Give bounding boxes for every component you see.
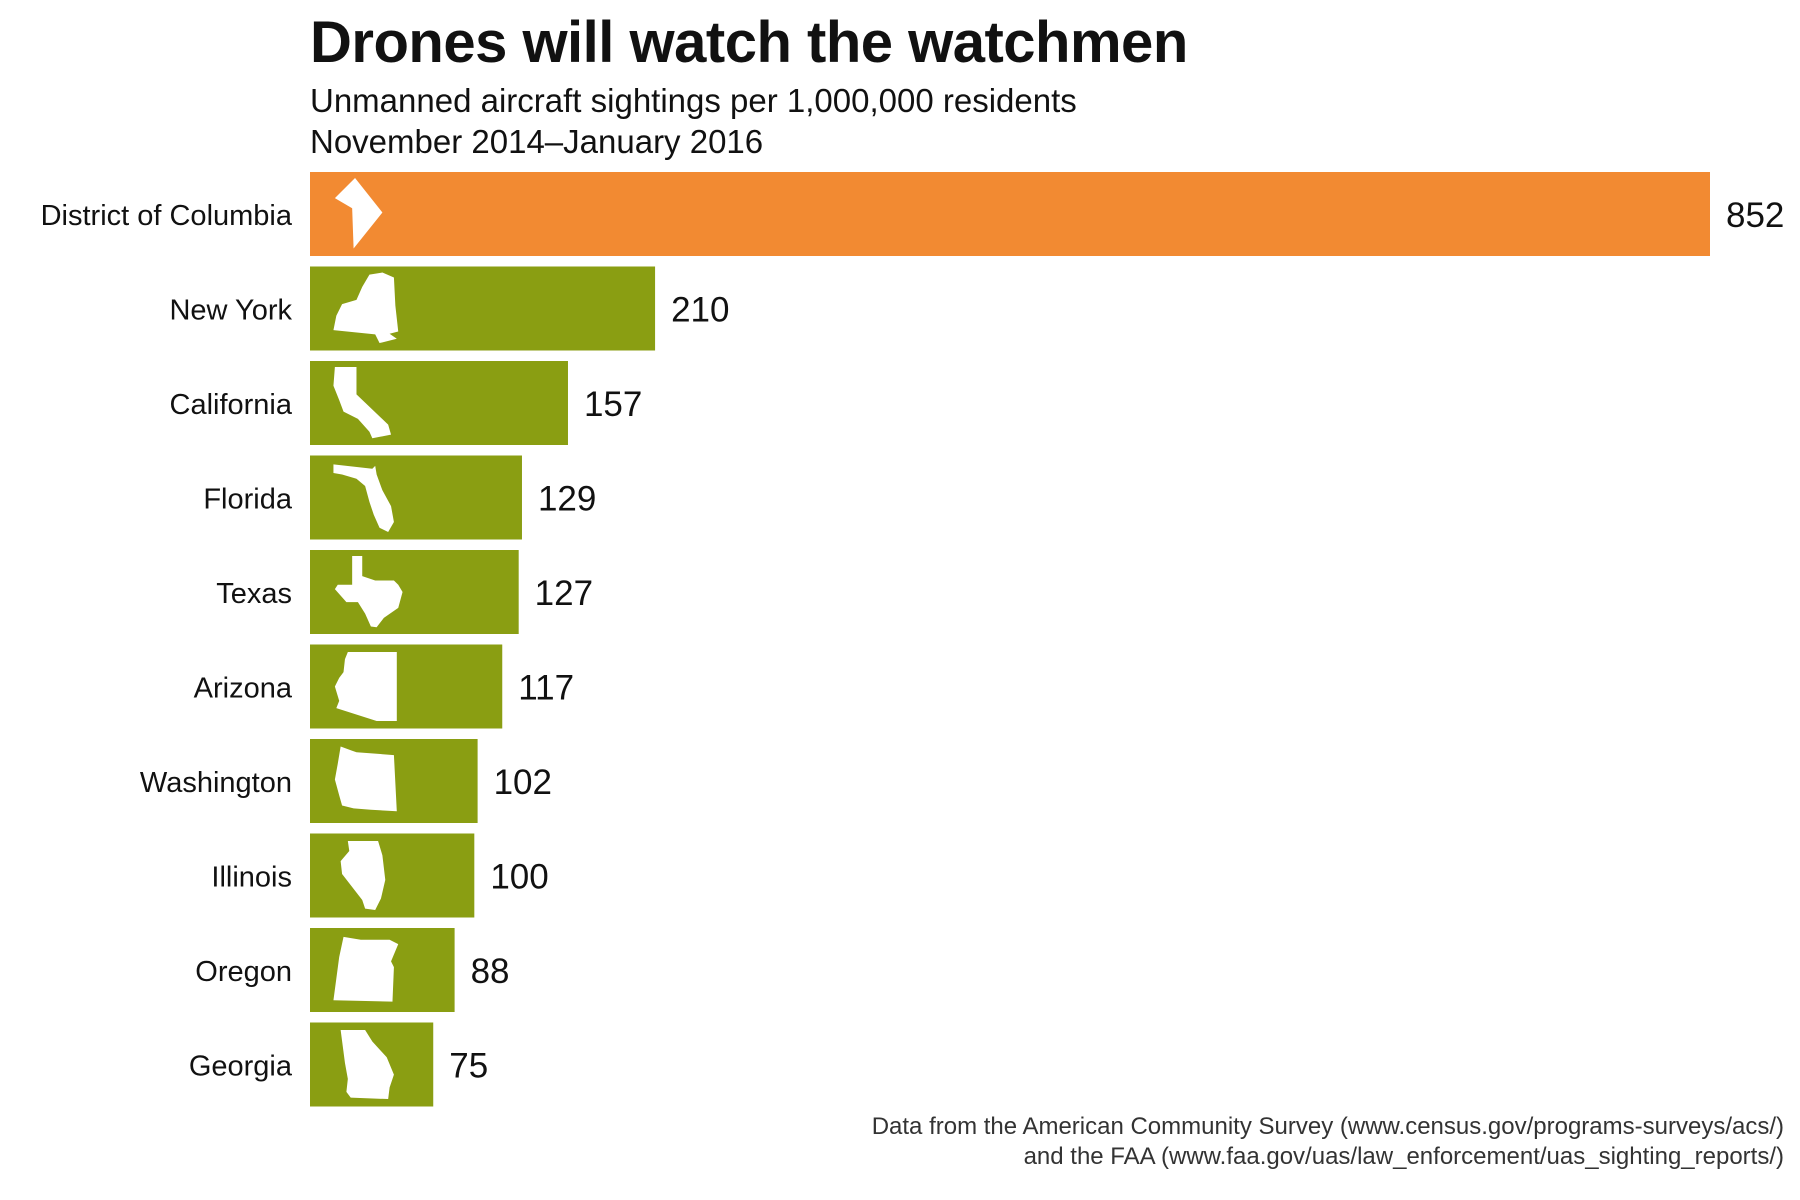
chart-title: Drones will watch the watchmen bbox=[310, 10, 1188, 75]
category-label: Oregon bbox=[195, 956, 292, 988]
bar-group: Georgia 75 bbox=[189, 1022, 488, 1107]
bar bbox=[310, 833, 475, 918]
category-label: New York bbox=[169, 295, 292, 327]
arizona-shape-icon bbox=[334, 651, 397, 722]
value-label: 129 bbox=[538, 480, 596, 519]
illinois-shape-icon bbox=[340, 840, 386, 911]
category-label: Georgia bbox=[189, 1051, 293, 1083]
bar-chart: District of Columbia 852 New York 210 Califo… bbox=[41, 172, 1784, 1107]
value-label: 117 bbox=[518, 669, 574, 708]
florida-shape-icon bbox=[333, 464, 394, 533]
category-label: Washington bbox=[140, 767, 292, 799]
value-label: 127 bbox=[535, 574, 593, 613]
subtitle-line-2: November 2014–January 2016 bbox=[310, 123, 764, 160]
category-label: Florida bbox=[203, 484, 293, 516]
bar-group: District of Columbia 852 bbox=[41, 172, 1784, 256]
bar-group: Oregon 88 bbox=[195, 928, 510, 1012]
value-label: 157 bbox=[584, 385, 642, 424]
source-line-1: Data from the American Community Survey … bbox=[871, 1113, 1784, 1140]
category-label: Illinois bbox=[211, 862, 292, 894]
value-label: 852 bbox=[1726, 196, 1784, 235]
georgia-shape-icon bbox=[340, 1029, 394, 1100]
bar bbox=[310, 172, 1710, 256]
washington-shape-icon bbox=[334, 746, 397, 812]
bar-group: Texas 127 bbox=[216, 550, 593, 634]
texas-shape-icon bbox=[334, 556, 403, 628]
bar-group: Florida 129 bbox=[203, 455, 596, 540]
value-label: 102 bbox=[494, 763, 552, 802]
district-of-columbia-shape-icon bbox=[334, 178, 383, 249]
bar-group: California 157 bbox=[170, 361, 642, 445]
bar-group: Illinois 100 bbox=[211, 833, 549, 918]
california-shape-icon bbox=[333, 367, 392, 439]
bar-group: Washington 102 bbox=[140, 739, 552, 823]
bar-group: New York 210 bbox=[169, 266, 729, 351]
value-label: 75 bbox=[449, 1047, 488, 1086]
value-label: 100 bbox=[490, 858, 548, 897]
new-york-shape-icon bbox=[333, 272, 399, 344]
bar-group: Arizona 117 bbox=[194, 644, 574, 729]
value-label: 88 bbox=[471, 952, 510, 991]
subtitle-line-1: Unmanned aircraft sightings per 1,000,00… bbox=[310, 82, 1077, 119]
category-label: California bbox=[170, 389, 293, 421]
category-label: Texas bbox=[216, 578, 292, 610]
source-line-2: and the FAA (www.faa.gov/uas/law_enforce… bbox=[1023, 1143, 1784, 1170]
chart-subtitle: Unmanned aircraft sightings per 1,000,00… bbox=[310, 80, 1077, 162]
oregon-shape-icon bbox=[333, 936, 399, 1002]
category-label: District of Columbia bbox=[41, 200, 293, 232]
category-label: Arizona bbox=[194, 673, 293, 705]
value-label: 210 bbox=[671, 291, 729, 330]
source-note: Data from the American Community Survey … bbox=[872, 1112, 1784, 1172]
